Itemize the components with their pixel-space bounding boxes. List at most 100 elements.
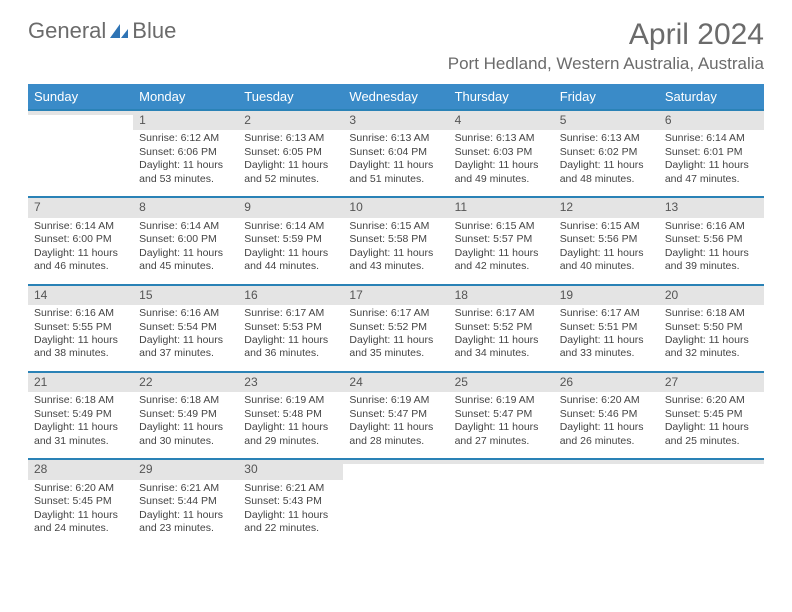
daylight-text: Daylight: 11 hours and 28 minutes. xyxy=(349,421,442,448)
sunrise-text: Sunrise: 6:13 AM xyxy=(455,132,548,145)
sunrise-text: Sunrise: 6:18 AM xyxy=(665,307,758,320)
sunrise-text: Sunrise: 6:12 AM xyxy=(139,132,232,145)
day-number: 21 xyxy=(28,373,133,392)
daylight-text: Daylight: 11 hours and 52 minutes. xyxy=(244,159,337,186)
day-details: Sunrise: 6:14 AMSunset: 5:59 PMDaylight:… xyxy=(238,218,343,284)
calendar-day-cell: 21Sunrise: 6:18 AMSunset: 5:49 PMDayligh… xyxy=(28,372,133,459)
sunrise-text: Sunrise: 6:16 AM xyxy=(139,307,232,320)
sunrise-text: Sunrise: 6:20 AM xyxy=(665,394,758,407)
weekday-header: Wednesday xyxy=(343,84,448,110)
calendar-day-cell xyxy=(659,459,764,545)
sunset-text: Sunset: 6:06 PM xyxy=(139,146,232,159)
calendar-day-cell: 6Sunrise: 6:14 AMSunset: 6:01 PMDaylight… xyxy=(659,110,764,197)
calendar-day-cell: 2Sunrise: 6:13 AMSunset: 6:05 PMDaylight… xyxy=(238,110,343,197)
sunrise-text: Sunrise: 6:19 AM xyxy=(455,394,548,407)
sunrise-text: Sunrise: 6:14 AM xyxy=(244,220,337,233)
sunset-text: Sunset: 5:55 PM xyxy=(34,321,127,334)
daylight-text: Daylight: 11 hours and 38 minutes. xyxy=(34,334,127,361)
daylight-text: Daylight: 11 hours and 42 minutes. xyxy=(455,247,548,274)
sunset-text: Sunset: 5:57 PM xyxy=(455,233,548,246)
day-details: Sunrise: 6:13 AMSunset: 6:03 PMDaylight:… xyxy=(449,130,554,196)
daylight-text: Daylight: 11 hours and 24 minutes. xyxy=(34,509,127,536)
sunrise-text: Sunrise: 6:15 AM xyxy=(455,220,548,233)
sunset-text: Sunset: 6:02 PM xyxy=(560,146,653,159)
weekday-header: Saturday xyxy=(659,84,764,110)
day-details: Sunrise: 6:17 AMSunset: 5:52 PMDaylight:… xyxy=(343,305,448,371)
calendar-day-cell: 28 Sunrise: 6:20 AMSunset: 5:45 PMDayligh… xyxy=(28,459,133,545)
calendar-day-cell: 5Sunrise: 6:13 AMSunset: 6:02 PMDaylight… xyxy=(554,110,659,197)
day-details: Sunrise: 6:13 AMSunset: 6:02 PMDaylight:… xyxy=(554,130,659,196)
day-number: 3 xyxy=(343,111,448,130)
day-details: Sunrise: 6:17 AMSunset: 5:52 PMDaylight:… xyxy=(449,305,554,371)
sunset-text: Sunset: 5:44 PM xyxy=(139,495,232,508)
day-number: 15 xyxy=(133,286,238,305)
calendar-day-cell: 11Sunrise: 6:15 AMSunset: 5:57 PMDayligh… xyxy=(449,197,554,284)
day-number: 4 xyxy=(449,111,554,130)
day-number: 16 xyxy=(238,286,343,305)
sunrise-text: Sunrise: 6:18 AM xyxy=(34,394,127,407)
daylight-text: Daylight: 11 hours and 23 minutes. xyxy=(139,509,232,536)
daylight-text: Daylight: 11 hours and 31 minutes. xyxy=(34,421,127,448)
calendar-day-cell: 9Sunrise: 6:14 AMSunset: 5:59 PMDaylight… xyxy=(238,197,343,284)
sunrise-text: Sunrise: 6:15 AM xyxy=(349,220,442,233)
sunset-text: Sunset: 5:45 PM xyxy=(34,495,127,508)
calendar-week-row: 28Sunrise: 6:20 AMSunset: 5:45 PMDayligh… xyxy=(28,459,764,545)
daylight-text: Daylight: 11 hours and 44 minutes. xyxy=(244,247,337,274)
daylight-text: Daylight: 11 hours and 48 minutes. xyxy=(560,159,653,186)
calendar-day-cell: 1Sunrise: 6:12 AMSunset: 6:06 PMDaylight… xyxy=(133,110,238,197)
day-details: Sunrise: 6:21 AMSunset: 5:44 PMDaylight:… xyxy=(133,480,238,546)
day-number: 1 xyxy=(133,111,238,130)
day-details: Sunrise: 6:18 AMSunset: 5:49 PMDaylight:… xyxy=(28,392,133,458)
day-number: 28 xyxy=(28,460,133,479)
day-details: Sunrise: 6:13 AMSunset: 6:04 PMDaylight:… xyxy=(343,130,448,196)
location-subtitle: Port Hedland, Western Australia, Austral… xyxy=(448,54,764,74)
month-title: April 2024 xyxy=(448,18,764,52)
calendar-day-cell xyxy=(28,110,133,197)
day-details: Sunrise: 6:13 AMSunset: 6:05 PMDaylight:… xyxy=(238,130,343,196)
sunset-text: Sunset: 5:49 PM xyxy=(34,408,127,421)
sunrise-text: Sunrise: 6:16 AM xyxy=(34,307,127,320)
sunrise-text: Sunrise: 6:14 AM xyxy=(665,132,758,145)
day-details: Sunrise: 6:16 AMSunset: 5:56 PMDaylight:… xyxy=(659,218,764,284)
sunset-text: Sunset: 5:50 PM xyxy=(665,321,758,334)
day-details: Sunrise: 6:19 AMSunset: 5:47 PMDaylight:… xyxy=(343,392,448,458)
day-number: 25 xyxy=(449,373,554,392)
daylight-text: Daylight: 11 hours and 51 minutes. xyxy=(349,159,442,186)
calendar-day-cell: 18Sunrise: 6:17 AMSunset: 5:52 PMDayligh… xyxy=(449,285,554,372)
sunset-text: Sunset: 6:00 PM xyxy=(139,233,232,246)
day-details: Sunrise: 6:15 AMSunset: 5:58 PMDaylight:… xyxy=(343,218,448,284)
day-details: Sunrise: 6:18 AMSunset: 5:50 PMDaylight:… xyxy=(659,305,764,371)
calendar-day-cell: 17Sunrise: 6:17 AMSunset: 5:52 PMDayligh… xyxy=(343,285,448,372)
day-details: Sunrise: 6:19 AMSunset: 5:48 PMDaylight:… xyxy=(238,392,343,458)
day-details: Sunrise: 6:20 AMSunset: 5:46 PMDaylight:… xyxy=(554,392,659,458)
day-details xyxy=(659,464,764,530)
day-details: Sunrise: 6:18 AMSunset: 5:49 PMDaylight:… xyxy=(133,392,238,458)
calendar-day-cell: 25Sunrise: 6:19 AMSunset: 5:47 PMDayligh… xyxy=(449,372,554,459)
calendar-day-cell: 13Sunrise: 6:16 AMSunset: 5:56 PMDayligh… xyxy=(659,197,764,284)
day-details: Sunrise: 6:21 AMSunset: 5:43 PMDaylight:… xyxy=(238,480,343,546)
day-number: 18 xyxy=(449,286,554,305)
sunset-text: Sunset: 5:45 PM xyxy=(665,408,758,421)
weekday-header: Tuesday xyxy=(238,84,343,110)
day-details: Sunrise: 6:20 AMSunset: 5:45 PMDaylight:… xyxy=(659,392,764,458)
day-number: 9 xyxy=(238,198,343,217)
daylight-text: Daylight: 11 hours and 25 minutes. xyxy=(665,421,758,448)
day-number: 23 xyxy=(238,373,343,392)
day-number: 30 xyxy=(238,460,343,479)
sunset-text: Sunset: 5:54 PM xyxy=(139,321,232,334)
calendar-week-row: 14Sunrise: 6:16 AMSunset: 5:55 PMDayligh… xyxy=(28,285,764,372)
day-details: Sunrise: 6:12 AMSunset: 6:06 PMDaylight:… xyxy=(133,130,238,196)
day-number: 17 xyxy=(343,286,448,305)
daylight-text: Daylight: 11 hours and 37 minutes. xyxy=(139,334,232,361)
day-details: Sunrise: 6:19 AMSunset: 5:47 PMDaylight:… xyxy=(449,392,554,458)
day-number: 26 xyxy=(554,373,659,392)
sunrise-text: Sunrise: 6:13 AM xyxy=(560,132,653,145)
sunrise-text: Sunrise: 6:20 AM xyxy=(560,394,653,407)
calendar-day-cell: 30Sunrise: 6:21 AMSunset: 5:43 PMDayligh… xyxy=(238,459,343,545)
sunrise-text: Sunrise: 6:20 AM xyxy=(34,482,127,495)
calendar-day-cell: 27Sunrise: 6:20 AMSunset: 5:45 PMDayligh… xyxy=(659,372,764,459)
sunrise-text: Sunrise: 6:19 AM xyxy=(349,394,442,407)
sunset-text: Sunset: 5:56 PM xyxy=(665,233,758,246)
sunset-text: Sunset: 5:56 PM xyxy=(560,233,653,246)
daylight-text: Daylight: 11 hours and 53 minutes. xyxy=(139,159,232,186)
